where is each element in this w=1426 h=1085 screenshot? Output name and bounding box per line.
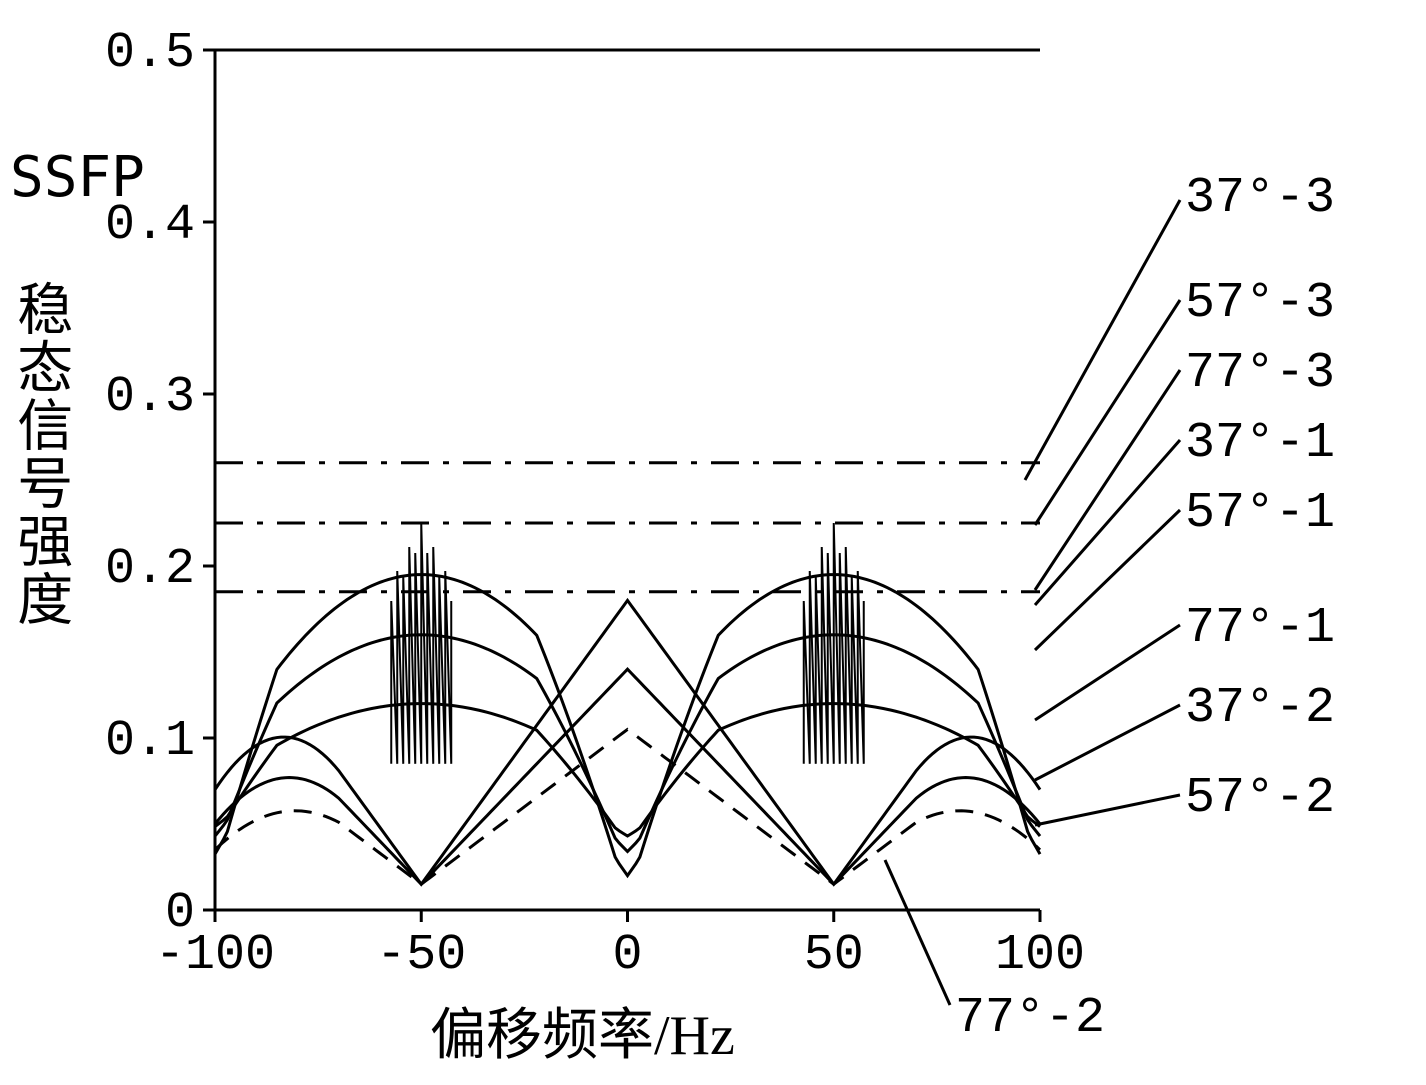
series-label-37-2: 37°-2 xyxy=(1185,680,1335,737)
series-label-77-2: 77°-2 xyxy=(955,990,1105,1047)
svg-text:0.4: 0.4 xyxy=(105,197,195,254)
svg-text:0.1: 0.1 xyxy=(105,713,195,770)
svg-text:0.3: 0.3 xyxy=(105,369,195,426)
series-label-77-1: 77°-1 xyxy=(1185,600,1335,657)
chart-svg: -100-5005010000.10.20.30.40.5 xyxy=(0,0,1426,1085)
series-label-57-1: 57°-1 xyxy=(1185,485,1335,542)
svg-text:0.2: 0.2 xyxy=(105,541,195,598)
series-label-57-3: 57°-3 xyxy=(1185,275,1335,332)
chart-root: SSFP 稳态信号强度 偏移频率/Hz -100-5005010000.10.2… xyxy=(0,0,1426,1085)
series-label-37-1: 37°-1 xyxy=(1185,415,1335,472)
series-label-77-3: 77°-3 xyxy=(1185,345,1335,402)
svg-text:0: 0 xyxy=(165,885,195,942)
svg-text:-50: -50 xyxy=(376,927,466,984)
svg-text:0.5: 0.5 xyxy=(105,25,195,82)
series-label-37-3: 37°-3 xyxy=(1185,170,1335,227)
series-label-57-2: 57°-2 xyxy=(1185,770,1335,827)
svg-text:50: 50 xyxy=(804,927,864,984)
svg-text:100: 100 xyxy=(995,927,1085,984)
svg-text:0: 0 xyxy=(612,927,642,984)
